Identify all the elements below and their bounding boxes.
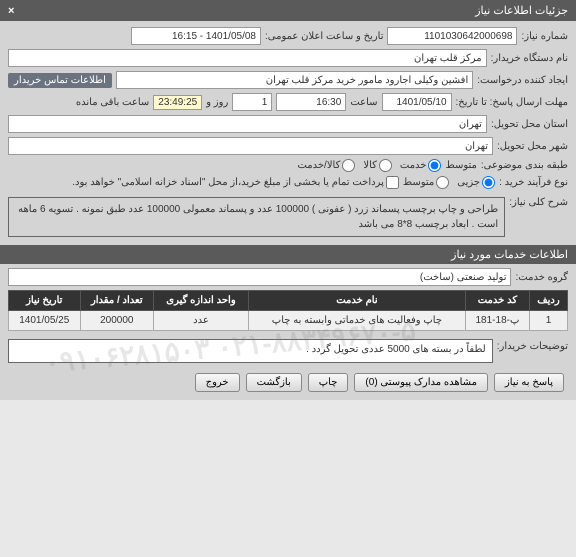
province-value: تهران xyxy=(8,115,487,133)
td-name: چاپ وفعالیت های خدماتی وابسته به چاپ xyxy=(248,311,465,331)
radio-partial[interactable]: جزیی xyxy=(457,176,495,189)
th-qty: تعداد / مقدار xyxy=(80,291,153,311)
need-number-label: شماره نیاز: xyxy=(521,31,568,42)
radio-service-input[interactable] xyxy=(428,159,441,172)
deadline-label: مهلت ارسال پاسخ: تا تاریخ: xyxy=(456,97,568,108)
radio-partial-label: جزیی xyxy=(457,177,480,188)
desc-label: شرح کلی نیاز: xyxy=(509,193,568,208)
print-button[interactable]: چاپ xyxy=(308,373,349,392)
radio-medium2[interactable]: متوسط xyxy=(403,176,449,189)
contact-info-button[interactable]: اطلاعات تماس خریدار xyxy=(8,73,112,88)
table-row: 1 پ-18-181 چاپ وفعالیت های خدماتی وابسته… xyxy=(9,311,568,331)
buyer-value: مرکز قلب تهران xyxy=(8,49,487,67)
td-code: پ-18-181 xyxy=(465,311,529,331)
city-label: شهر محل تحویل: xyxy=(497,141,568,152)
purchase-type-label: نوع فرآیند خرید : xyxy=(499,177,568,188)
city-value: تهران xyxy=(8,137,493,155)
respond-button[interactable]: پاسخ به نیاز xyxy=(494,373,564,392)
remaining-label: ساعت باقی مانده xyxy=(76,97,149,108)
th-code: کد خدمت xyxy=(465,291,529,311)
remaining-time: 23:49:25 xyxy=(153,95,202,110)
group-value: تولید صنعتی (ساخت) xyxy=(8,268,511,286)
td-date: 1401/05/25 xyxy=(9,311,81,331)
category-radio-group: خدمت کالا کالا/خدمت xyxy=(297,159,441,172)
exit-button[interactable]: خروج xyxy=(195,373,240,392)
days-value: 1 xyxy=(232,93,272,111)
th-row: ردیف xyxy=(529,291,567,311)
radio-goods-label: کالا xyxy=(363,160,377,171)
announce-label: تاریخ و ساعت اعلان عمومی: xyxy=(265,31,384,42)
buyer-label: نام دستگاه خریدار: xyxy=(491,53,568,64)
close-icon[interactable]: × xyxy=(8,5,14,17)
group-label: گروه خدمت: xyxy=(515,272,568,283)
announce-value: 1401/05/08 - 16:15 xyxy=(131,27,261,45)
th-name: نام خدمت xyxy=(248,291,465,311)
payment-note: پرداخت تمام یا بخشی از مبلغ خرید،از محل … xyxy=(72,177,384,188)
time-label: ساعت xyxy=(350,97,377,108)
section-header: اطلاعات خدمات مورد نیاز xyxy=(0,245,576,264)
form-content: شماره نیاز: 1101030642000698 تاریخ و ساع… xyxy=(0,21,576,400)
window-title: جزئیات اطلاعات نیاز xyxy=(475,4,568,17)
radio-goods-input[interactable] xyxy=(379,159,392,172)
notes-box: لطفاً در بسته های 5000 عددی تحویل گردد . xyxy=(8,339,493,363)
td-unit: عدد xyxy=(154,311,249,331)
radio-service-label: خدمت xyxy=(400,160,427,171)
purchase-radio-group: جزیی متوسط xyxy=(403,176,495,189)
radio-partial-input[interactable] xyxy=(482,176,495,189)
notes-label: توضیحات خریدار: xyxy=(497,337,568,352)
size-label: متوسط xyxy=(445,160,476,171)
category-label: طبقه بندی موضوعی: xyxy=(481,160,568,171)
title-bar: جزئیات اطلاعات نیاز × xyxy=(0,0,576,21)
requester-label: ایجاد کننده درخواست: xyxy=(477,75,568,86)
payment-checkbox-input[interactable] xyxy=(386,176,399,189)
td-row: 1 xyxy=(529,311,567,331)
payment-checkbox[interactable]: پرداخت تمام یا بخشی از مبلغ خرید،از محل … xyxy=(72,176,399,189)
radio-medium2-label: متوسط xyxy=(403,177,434,188)
back-button[interactable]: بازگشت xyxy=(246,373,302,392)
td-qty: 200000 xyxy=(80,311,153,331)
attachments-button[interactable]: مشاهده مدارک پیوستی (0) xyxy=(354,373,488,392)
province-label: استان محل تحویل: xyxy=(491,119,568,130)
services-table: ردیف کد خدمت نام خدمت واحد اندازه گیری ت… xyxy=(8,290,568,331)
radio-medium2-input[interactable] xyxy=(436,176,449,189)
radio-both[interactable]: کالا/خدمت xyxy=(297,159,355,172)
days-sep: روز و xyxy=(206,97,228,108)
requester-value: افشین وکیلی اجارود مامور خرید مرکز قلب ت… xyxy=(116,71,473,89)
deadline-date: 1401/05/10 xyxy=(382,93,452,111)
radio-service[interactable]: خدمت xyxy=(400,159,442,172)
description-box: طراحی و چاپ برچسب پسماند زرد ( عفونی ) 1… xyxy=(8,197,505,237)
need-number-value: 1101030642000698 xyxy=(387,27,517,45)
th-date: تاریخ نیاز xyxy=(9,291,81,311)
radio-goods[interactable]: کالا xyxy=(363,159,392,172)
deadline-time: 16:30 xyxy=(276,93,346,111)
button-bar: پاسخ به نیاز مشاهده مدارک پیوستی (0) چاپ… xyxy=(8,367,568,394)
th-unit: واحد اندازه گیری xyxy=(154,291,249,311)
radio-both-label: کالا/خدمت xyxy=(297,160,340,171)
radio-both-input[interactable] xyxy=(342,159,355,172)
